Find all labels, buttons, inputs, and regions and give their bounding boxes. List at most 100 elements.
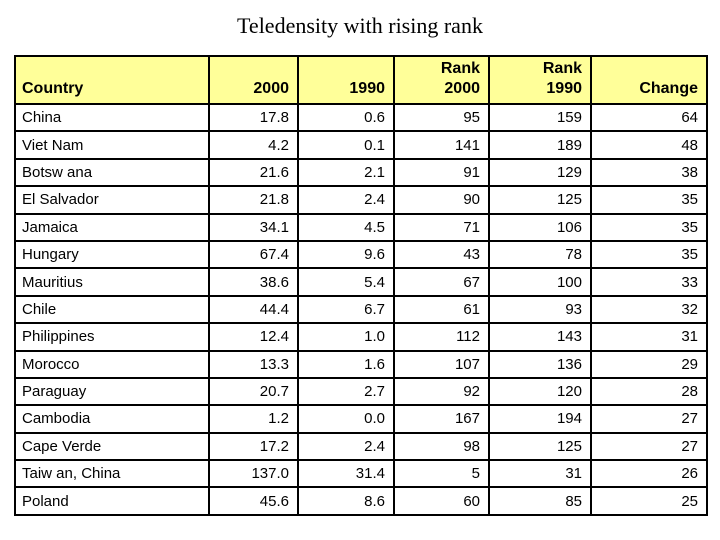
value-cell: 33 — [590, 267, 708, 297]
table-row: Mauritius 38.6 5.4 67 100 33 — [14, 267, 708, 297]
value-cell: 35 — [590, 239, 708, 270]
table-row: Paraguay 20.7 2.7 92 120 28 — [14, 376, 708, 407]
value-cell: 112 — [393, 322, 490, 352]
value-cell: 38.6 — [208, 267, 299, 297]
table-header: Country 2000 1990 Rank 2000 Rank 1990 Change — [14, 55, 708, 105]
value-cell: 2.4 — [297, 431, 395, 462]
value-cell: 44.4 — [208, 294, 299, 325]
value-cell: 5.4 — [297, 267, 395, 297]
country-cell: Philippines — [14, 322, 210, 352]
value-cell: 38 — [590, 157, 708, 188]
value-cell: 129 — [488, 157, 592, 188]
country-cell: Botsw ana — [14, 157, 210, 188]
value-cell: 60 — [393, 486, 490, 516]
value-cell: 67.4 — [208, 239, 299, 270]
column-header-rank-2000: Rank 2000 — [393, 55, 490, 105]
slide-title: Teledensity with rising rank — [237, 13, 483, 38]
table-row: Taiw an, China 137.0 31.4 5 31 26 — [14, 459, 708, 489]
table-row: Jamaica 34.1 4.5 71 106 35 — [14, 212, 708, 242]
value-cell: 1.0 — [297, 322, 395, 352]
value-cell: 31.4 — [297, 459, 395, 489]
value-cell: 189 — [488, 130, 592, 160]
value-cell: 35 — [590, 185, 708, 215]
table-row: Poland 45.6 8.6 60 85 25 — [14, 486, 708, 516]
value-cell: 32 — [590, 294, 708, 325]
value-cell: 71 — [393, 212, 490, 242]
value-cell: 35 — [590, 212, 708, 242]
column-header-2000: 2000 — [208, 55, 299, 105]
value-cell: 95 — [393, 102, 490, 133]
value-cell: 45.6 — [208, 486, 299, 516]
value-cell: 27 — [590, 404, 708, 434]
value-cell: 31 — [590, 322, 708, 352]
value-cell: 21.6 — [208, 157, 299, 188]
value-cell: 93 — [488, 294, 592, 325]
value-cell: 120 — [488, 376, 592, 407]
value-cell: 26 — [590, 459, 708, 489]
table-row: Viet Nam 4.2 0.1 141 189 48 — [14, 130, 708, 160]
value-cell: 91 — [393, 157, 490, 188]
value-cell: 0.1 — [297, 130, 395, 160]
table-row: China 17.8 0.6 95 159 64 — [14, 102, 708, 133]
value-cell: 100 — [488, 267, 592, 297]
value-cell: 34.1 — [208, 212, 299, 242]
value-cell: 17.8 — [208, 102, 299, 133]
value-cell: 61 — [393, 294, 490, 325]
country-cell: Viet Nam — [14, 130, 210, 160]
value-cell: 13.3 — [208, 349, 299, 379]
value-cell: 159 — [488, 102, 592, 133]
column-header-1990: 1990 — [297, 55, 395, 105]
value-cell: 2.7 — [297, 376, 395, 407]
table-row: El Salvador 21.8 2.4 90 125 35 — [14, 185, 708, 215]
table-row: Hungary 67.4 9.6 43 78 35 — [14, 239, 708, 270]
value-cell: 43 — [393, 239, 490, 270]
country-cell: Paraguay — [14, 376, 210, 407]
value-cell: 29 — [590, 349, 708, 379]
value-cell: 92 — [393, 376, 490, 407]
country-cell: Cape Verde — [14, 431, 210, 462]
country-cell: Mauritius — [14, 267, 210, 297]
country-cell: El Salvador — [14, 185, 210, 215]
value-cell: 0.6 — [297, 102, 395, 133]
value-cell: 28 — [590, 376, 708, 407]
table-row: Cambodia 1.2 0.0 167 194 27 — [14, 404, 708, 434]
header-row: Country 2000 1990 Rank 2000 Rank 1990 Change — [14, 55, 708, 105]
value-cell: 4.5 — [297, 212, 395, 242]
country-cell: Jamaica — [14, 212, 210, 242]
column-header-country: Country — [14, 55, 210, 105]
value-cell: 48 — [590, 130, 708, 160]
table-row: Chile 44.4 6.7 61 93 32 — [14, 294, 708, 325]
value-cell: 136 — [488, 349, 592, 379]
value-cell: 143 — [488, 322, 592, 352]
country-cell: Taiw an, China — [14, 459, 210, 489]
value-cell: 1.6 — [297, 349, 395, 379]
value-cell: 137.0 — [208, 459, 299, 489]
country-cell: Morocco — [14, 349, 210, 379]
value-cell: 167 — [393, 404, 490, 434]
value-cell: 31 — [488, 459, 592, 489]
value-cell: 12.4 — [208, 322, 299, 352]
value-cell: 17.2 — [208, 431, 299, 462]
value-cell: 6.7 — [297, 294, 395, 325]
value-cell: 125 — [488, 185, 592, 215]
value-cell: 2.1 — [297, 157, 395, 188]
value-cell: 2.4 — [297, 185, 395, 215]
value-cell: 78 — [488, 239, 592, 270]
country-cell: Cambodia — [14, 404, 210, 434]
column-header-rank-1990: Rank 1990 — [488, 55, 592, 105]
value-cell: 25 — [590, 486, 708, 516]
value-cell: 107 — [393, 349, 490, 379]
value-cell: 125 — [488, 431, 592, 462]
table-row: Cape Verde 17.2 2.4 98 125 27 — [14, 431, 708, 462]
value-cell: 9.6 — [297, 239, 395, 270]
value-cell: 106 — [488, 212, 592, 242]
value-cell: 194 — [488, 404, 592, 434]
table-row: Morocco 13.3 1.6 107 136 29 — [14, 349, 708, 379]
value-cell: 85 — [488, 486, 592, 516]
value-cell: 90 — [393, 185, 490, 215]
value-cell: 8.6 — [297, 486, 395, 516]
value-cell: 98 — [393, 431, 490, 462]
column-header-change: Change — [590, 55, 708, 105]
teledensity-table: Country 2000 1990 Rank 2000 Rank 1990 Change … — [14, 55, 708, 516]
